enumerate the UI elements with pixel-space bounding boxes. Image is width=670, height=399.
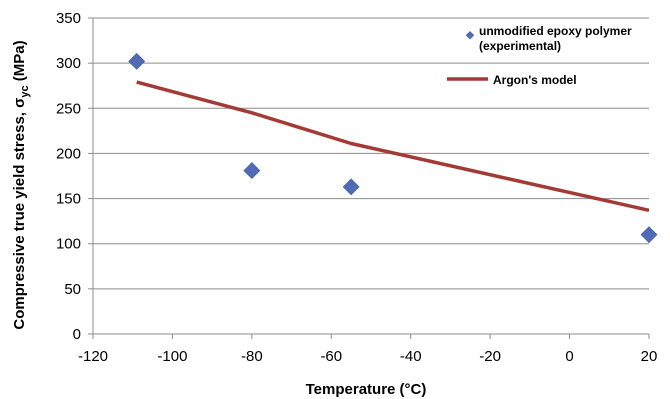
y-tick-label: 300 [56,55,81,72]
x-tick-label: -100 [157,348,187,365]
y-axis-title-subscript: yc [19,85,31,97]
x-tick-label: 20 [641,348,658,365]
y-tick-label: 350 [56,10,81,27]
y-tick-label: 100 [56,236,81,253]
y-tick-label: 250 [56,100,81,117]
axes [88,17,650,339]
argon-model-line [136,80,650,213]
x-tick-label: -20 [479,348,501,365]
y-axis-title-main: Compressive true yield stress, σ [11,98,28,330]
experimental-data-point [243,162,261,180]
x-tick-label: -80 [241,348,263,365]
y-tick-label: 200 [56,145,81,162]
argon-model-series [136,80,650,213]
y-axis-title-unit: (MPa) [11,40,28,85]
gridlines [93,17,649,290]
x-axis-title: Temperature (°C) [306,381,427,398]
x-tick-label: -60 [320,348,342,365]
legend: unmodified epoxy polymer (experimental) … [447,24,632,87]
y-tick-label: 50 [64,281,81,298]
x-tick-label: -120 [78,348,108,365]
legend-diamond-marker [465,31,475,40]
y-axis-title: Compressive true yield stress, σyc (MPa) [11,40,31,329]
y-tick-label: 0 [73,326,81,343]
x-tick-labels: -120 -100 -80 -60 -40 -20 0 20 [78,348,657,365]
y-tick-label: 150 [56,191,81,208]
x-tick-label: 0 [565,348,573,365]
experimental-data-point [640,226,658,244]
experimental-data-point [128,52,146,70]
y-tick-labels: 0 50 100 150 200 250 300 350 [56,10,81,343]
experimental-data-point [342,178,360,196]
legend-label-experimental-line1: unmodified epoxy polymer [479,24,632,38]
legend-label-experimental-line2: (experimental) [479,39,561,53]
experimental-series [128,52,658,244]
legend-label-argon-model: Argon's model [493,73,577,87]
x-tick-label: -40 [400,348,422,365]
